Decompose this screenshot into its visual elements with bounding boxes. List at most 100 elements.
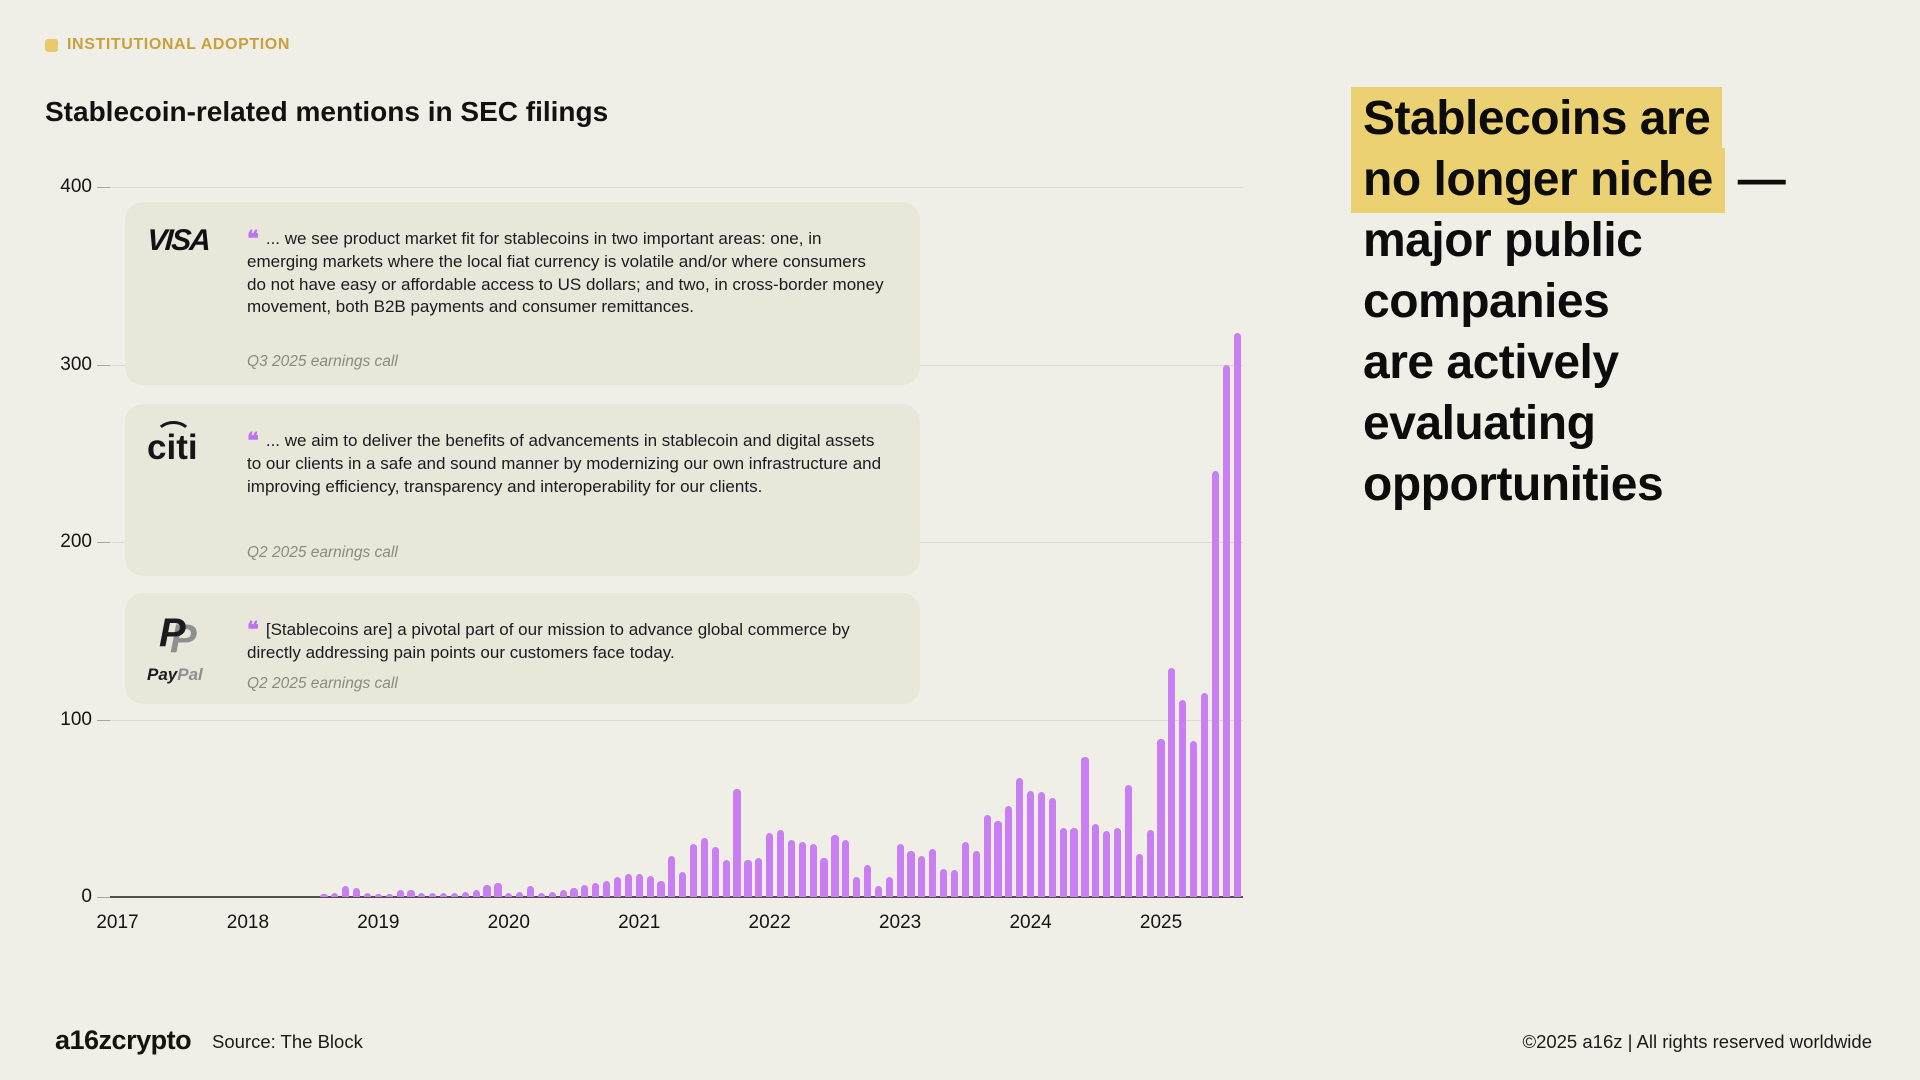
- bar-month-87: [1059, 827, 1067, 897]
- x-tick-label-2019: 2019: [357, 912, 400, 933]
- y-tick: [97, 542, 110, 543]
- headline-line: companies: [1363, 271, 1903, 332]
- y-tick-label: 0: [81, 886, 92, 907]
- bar-month-53: [690, 843, 698, 897]
- headline-line: major public: [1363, 210, 1903, 271]
- bar-month-20: [331, 893, 339, 897]
- paypal-logo: P P PayPal: [147, 613, 247, 690]
- bar-month-93: [1124, 785, 1132, 897]
- quote-card-citi: citi ❝... we aim to deliver the benefits…: [125, 404, 920, 576]
- bar-month-26: [396, 889, 404, 897]
- x-tick-label-2017: 2017: [96, 912, 139, 933]
- x-tick-label-2023: 2023: [878, 912, 922, 933]
- bar-month-61: [776, 829, 785, 897]
- x-axis: 2017 2018 2019 2020 2021 2022 2023 2024 2025: [96, 912, 1243, 942]
- bar-month-96: [1157, 739, 1165, 897]
- y-tick-label: 400: [60, 176, 92, 197]
- paypal-monogram-icon: P P: [159, 613, 205, 661]
- bar-month-37: [516, 891, 524, 897]
- bar-month-34: [483, 884, 491, 897]
- bar-month-103: [1233, 332, 1241, 897]
- bar-month-54: [700, 838, 709, 897]
- bar-month-66: [831, 834, 839, 897]
- tag-label: INSTITUTIONAL ADOPTION: [67, 36, 290, 53]
- page-title: Stablecoin-related mentions in SEC filin…: [45, 96, 609, 127]
- x-tick-label-2024: 2024: [1009, 912, 1052, 933]
- paypal-pal: Pal: [177, 665, 203, 684]
- headline-line: opportunities: [1363, 454, 1903, 515]
- bar-month-42: [570, 888, 578, 897]
- visa-logo: VISA: [145, 222, 247, 371]
- bar-month-48: [635, 873, 643, 897]
- headline-text: opportunities: [1363, 458, 1664, 511]
- bar-month-92: [1113, 827, 1122, 897]
- bar-month-39: [537, 893, 546, 897]
- bar-month-32: [461, 891, 469, 897]
- gridline-400: [110, 187, 1243, 188]
- bar-month-56: [722, 859, 730, 897]
- bar-month-45: [603, 881, 611, 897]
- paypal-p-back: P: [170, 617, 197, 661]
- bar-month-81: [994, 820, 1002, 897]
- headline-text: major public: [1363, 214, 1643, 267]
- bar-month-35: [494, 882, 502, 897]
- bar-month-62: [787, 840, 796, 897]
- citi-wordmark: citi: [147, 421, 198, 465]
- y-tick: [97, 364, 110, 366]
- bar-month-25: [385, 894, 393, 897]
- bar-month-91: [1103, 831, 1111, 897]
- quote-attribution: Q2 2025 earnings call: [247, 544, 398, 561]
- copyright-note: ©2025 a16z | All rights reserved worldwi…: [1522, 1031, 1872, 1052]
- quote-card-visa: VISA ❝... we see product market fit for …: [125, 202, 920, 385]
- bar-month-31: [450, 893, 459, 897]
- quote-body: ... we see product market fit for stable…: [247, 229, 884, 317]
- tag-square-icon: [45, 38, 58, 52]
- headline-suffix: —: [1724, 153, 1786, 206]
- quote-icon: ❝: [247, 617, 259, 642]
- bar-month-99: [1190, 740, 1198, 897]
- bar-month-102: [1222, 364, 1230, 897]
- bar-month-52: [679, 872, 687, 897]
- quote-text: ❝... we see product market fit for stabl…: [247, 222, 887, 319]
- bar-month-101: [1211, 471, 1219, 897]
- headline-text: companies: [1363, 275, 1610, 328]
- visa-wordmark: VISA: [145, 224, 211, 257]
- bar-month-33: [472, 889, 480, 897]
- quote-attribution: Q2 2025 earnings call: [247, 674, 398, 692]
- bar-month-30: [440, 893, 448, 897]
- x-axis-line: [110, 896, 1243, 898]
- plot-area: [110, 187, 1243, 898]
- x-tick-label-2020: 2020: [487, 912, 530, 933]
- bar-month-63: [798, 841, 806, 897]
- bar-month-21: [342, 886, 350, 897]
- bar-month-73: [907, 850, 915, 897]
- bar-month-100: [1200, 692, 1209, 897]
- quote-icon: ❝: [247, 226, 259, 251]
- bar-month-58: [744, 859, 752, 897]
- bar-month-68: [853, 877, 861, 897]
- bar-month-47: [624, 873, 632, 897]
- paypal-wordmark: PayPal: [147, 665, 247, 685]
- bar-month-69: [863, 865, 872, 897]
- headline-highlighted-text: Stablecoins are: [1351, 87, 1723, 152]
- a16zcrypto-logo: a16zcrypto: [55, 1025, 192, 1055]
- bar-month-46: [613, 877, 622, 897]
- y-tick-label: 300: [60, 353, 92, 375]
- gridline-100: [110, 719, 1243, 721]
- bar-month-71: [885, 877, 893, 897]
- bar-month-70: [874, 886, 882, 897]
- bar-month-36: [505, 893, 513, 897]
- bar-month-51: [668, 856, 676, 897]
- bar-month-97: [1168, 668, 1176, 897]
- bar-month-41: [559, 889, 567, 897]
- bar-month-57: [733, 788, 741, 897]
- y-tick: [97, 897, 110, 898]
- bar-month-89: [1081, 756, 1089, 897]
- y-tick: [97, 187, 110, 188]
- bar-month-67: [842, 840, 850, 897]
- quote-text: ❝ [Stablecoins are] a pivotal part of our…: [247, 613, 887, 665]
- bar-month-82: [1005, 806, 1013, 897]
- headline-line: Stablecoins are: [1351, 87, 1903, 152]
- bar-month-55: [711, 847, 719, 897]
